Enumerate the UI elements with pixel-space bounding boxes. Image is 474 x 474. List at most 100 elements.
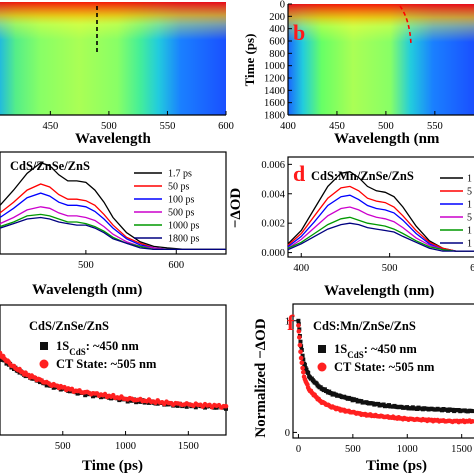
plot-c-legend: 1.7 ps 50 ps 100 ps 500 ps 1000 ps 1800 ps	[134, 169, 200, 245]
xtick-label: 400	[280, 121, 296, 132]
heatmap-b-marker	[399, 5, 412, 46]
panel-a: 450 500 550 600 Wavelength	[0, 2, 234, 147]
plot-d-series	[287, 171, 474, 252]
legend-marker-square	[318, 345, 326, 353]
plot-d-ticks: 400 500 600 0.000 0.002 0.004 0.006	[261, 160, 474, 274]
data-point-square	[184, 404, 189, 409]
panel-b: 400 450 500 5500200400600800100012001400160…	[242, 0, 474, 147]
heatmap-a-early-band	[0, 2, 226, 40]
ytick-label: 200	[269, 12, 285, 23]
xtick-label: 1000	[115, 441, 136, 452]
ytick-label: 0.000	[261, 248, 285, 259]
data-point-square	[83, 393, 88, 398]
xtick-label: 600	[218, 121, 234, 132]
plot-c-xlabel: Wavelength (nm)	[32, 282, 142, 298]
legend-label: CT State: ~505 nm	[334, 360, 435, 374]
heatmap-b-xlabel: Wavelength (nm	[334, 131, 440, 147]
ytick-label: 1600	[264, 98, 285, 109]
plot-c-title: CdS/ZnSe/ZnS	[10, 159, 90, 173]
heatmap-b-ticks: 400 450 500 5500200400600800100012001400160…	[264, 0, 443, 132]
ytick-label: 1200	[264, 74, 285, 85]
panel-label-f: f	[287, 310, 295, 335]
plot-c-ticks: 500 600	[78, 250, 184, 271]
legend-label: 1000 ps	[168, 221, 200, 232]
xtick-label: 600	[470, 263, 474, 274]
legend-marker-square	[40, 342, 48, 350]
data-point-square	[212, 405, 217, 410]
xtick-label: 550	[160, 121, 176, 132]
data-point-circle	[297, 342, 303, 348]
xtick-label: 500	[345, 444, 361, 455]
ytick-label: 1	[285, 316, 290, 327]
xtick-label: 500	[382, 263, 398, 274]
ytick-label: 0.002	[261, 219, 285, 230]
plot-d-frame	[287, 156, 474, 258]
plot-f-frame	[292, 303, 474, 439]
plot-e-series	[0, 350, 229, 411]
spectrum-line	[287, 222, 474, 252]
data-point-square	[304, 367, 309, 372]
plot-c-series	[0, 161, 226, 251]
plot-d-title: CdS:Mn/ZnSe/ZnS	[311, 169, 414, 183]
panel-label-b: b	[293, 20, 305, 45]
plot-d-xlabel: Wavelength (nm)	[324, 283, 434, 299]
legend-label: 5	[467, 187, 472, 198]
data-point-circle	[297, 335, 302, 340]
xtick-label: 600	[168, 260, 184, 271]
plot-f-ylabel: Normalized −ΔOD	[253, 318, 269, 437]
xtick-label: 500	[378, 121, 394, 132]
data-point-square	[203, 405, 207, 410]
plot-e-xlabel: Time (ps)	[82, 458, 143, 474]
xtick-label: 500	[101, 121, 117, 132]
legend-label: 1	[467, 174, 472, 185]
ytick-label: 400	[269, 24, 285, 35]
xtick-label: 1500	[451, 444, 472, 455]
xtick-label: 400	[293, 263, 309, 274]
heatmap-b-early-band	[288, 4, 474, 42]
xtick-label: 1000	[397, 444, 418, 455]
plot-f-ticks: 0 500 1000 1500 0 1	[285, 316, 472, 455]
legend-label: 1	[467, 226, 472, 237]
ytick-label: 0	[280, 0, 285, 11]
ytick-label: 0	[285, 428, 290, 439]
spectrum-line	[287, 185, 474, 252]
data-point-square	[224, 406, 228, 411]
ytick-label: 1000	[264, 61, 285, 72]
spectrum-line	[287, 216, 474, 252]
plot-d-legend: 1 5 1 5 1 1	[440, 174, 472, 250]
data-point-square	[470, 409, 474, 414]
spectrum-line	[0, 216, 226, 251]
data-point-square	[302, 362, 307, 367]
spectrum-line	[287, 171, 474, 252]
data-point-circle	[470, 419, 474, 424]
data-point-square	[155, 401, 160, 406]
spectrum-line	[0, 161, 226, 251]
legend-label: 1	[467, 239, 472, 250]
panel-label-d: d	[293, 161, 305, 186]
xtick-label: 500	[78, 260, 94, 271]
legend-label: 1SCdS: ~450 nm	[56, 339, 139, 357]
panel-d: 400 500 600 0.000 0.002 0.004 0.006 d CdS:Mn/Z…	[228, 156, 474, 299]
data-point-square	[296, 318, 301, 323]
xtick-label: 500	[55, 441, 71, 452]
plot-f-xlabel: Time (ps)	[366, 458, 427, 474]
heatmap-a-ticks: 450 500 550 600	[42, 111, 234, 132]
plot-c-frame	[0, 151, 227, 255]
plot-e-title: CdS/ZnSe/ZnS	[29, 319, 109, 333]
heatmap-a-xlabel: Wavelength	[75, 131, 151, 147]
plot-d-ylabel: −ΔOD	[228, 188, 244, 229]
ytick-label: 800	[269, 49, 285, 60]
data-point-circle	[296, 323, 301, 328]
data-point-circle	[300, 365, 305, 371]
legend-label: 1.7 ps	[168, 169, 192, 180]
data-point-square	[147, 400, 151, 405]
legend-label: 500 ps	[168, 208, 195, 219]
data-point-square	[175, 403, 180, 408]
data-point-square	[138, 399, 143, 404]
legend-label: 50 ps	[168, 182, 190, 193]
legend-label: 100 ps	[168, 195, 195, 206]
plot-f-series	[296, 318, 474, 425]
ytick-label: 1400	[264, 86, 285, 97]
data-point-circle	[223, 403, 229, 409]
